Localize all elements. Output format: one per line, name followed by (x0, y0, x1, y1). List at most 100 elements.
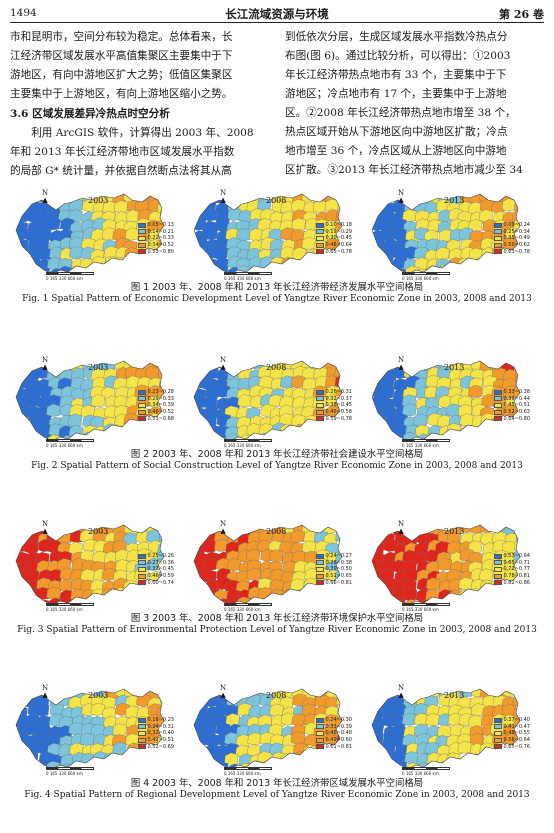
scale-bar-label: 0 165 330 660 km (402, 607, 439, 612)
map-panel-2013: N ▲ 2013 0.37~0.40 0.41~0.47 0.48~0.55 0.56~0.… (368, 685, 538, 780)
legend-swatch (138, 242, 146, 248)
map-region (401, 712, 417, 726)
map-region (16, 689, 29, 701)
legend-item: 0.63~0.78 (494, 248, 530, 255)
map-region (290, 432, 305, 441)
legend-label: 0.30~0.45 (325, 235, 352, 242)
legend-swatch (316, 389, 324, 395)
legend-label: 0.52~0.63 (503, 409, 530, 416)
scale-bar: 0 165 330 660 km (46, 272, 96, 282)
legend-item: 0.59~0.78 (316, 415, 352, 422)
map-region (157, 689, 164, 698)
text-line: 布图(图 6)。通过比较分析，可以得出：①2003 (285, 50, 511, 62)
map-region (513, 425, 520, 439)
text-line: 利用 ArcGIS 软件，计算得出 2003 年、2008 (31, 127, 254, 139)
scale-bar-label: 0 165 330 660 km (46, 607, 83, 612)
legend-label: 0.32~0.37 (325, 395, 352, 402)
map-region (337, 361, 342, 370)
legend-label: 0.16~0.23 (147, 717, 174, 724)
map-region (134, 751, 150, 765)
map-region (336, 760, 342, 769)
north-arrow-glyph: ▲ (42, 196, 48, 204)
map-region (372, 424, 387, 438)
map-region (324, 198, 340, 212)
map-region (27, 433, 42, 441)
legend-label: 0.65~0.78 (325, 248, 352, 255)
map-boundary (371, 193, 521, 275)
north-arrow-icon: N ▲ (398, 521, 404, 535)
scale-bar-label: 0 165 330 660 km (46, 771, 83, 776)
map-region (292, 589, 308, 603)
map-region (404, 525, 420, 534)
legend-swatch (138, 409, 146, 415)
map-region (405, 689, 420, 700)
map-legend: 0.23~0.28 0.29~0.33 0.34~0.39 0.40~0.52 0.53… (138, 389, 174, 422)
scale-bar-graphic (46, 603, 94, 606)
map-region (148, 760, 163, 769)
scale-bar-graphic (46, 439, 94, 442)
map-region (237, 525, 252, 537)
legend-swatch (494, 580, 502, 586)
map-boundary (15, 688, 165, 770)
map-region (126, 761, 141, 769)
legend-swatch (494, 553, 502, 559)
legend-swatch (494, 249, 502, 255)
north-label: N (398, 520, 405, 528)
scale-bar-graphic (402, 603, 450, 606)
map-legend: 0.26~0.31 0.32~0.37 0.38~0.45 0.46~0.58 0.59… (316, 389, 352, 422)
legend-item: 0.23~0.28 (138, 389, 174, 396)
map-region (379, 596, 395, 605)
map-region (301, 433, 316, 441)
legend-label: 0.09~0.24 (503, 222, 530, 229)
map-region (372, 597, 386, 605)
map-region (16, 525, 30, 535)
legend-item: 0.26~0.31 (316, 389, 352, 396)
map-region (334, 266, 342, 274)
journal-title: 长江流域资源与环境 (225, 7, 329, 21)
north-label: N (398, 189, 405, 197)
map-region (459, 760, 475, 769)
legend-swatch (316, 737, 324, 743)
map-region (515, 530, 520, 543)
map-region (226, 596, 241, 605)
map-boundary (371, 688, 521, 770)
map-region (515, 266, 520, 274)
legend-label: 0.51~0.65 (325, 573, 352, 580)
figure-caption-en: Fig. 1 Spatial Pattern of Economic Devel… (22, 294, 532, 304)
legend-item: 0.14~0.21 (138, 229, 174, 236)
map-region (194, 422, 210, 436)
legend-item: 0.40~0.52 (138, 409, 174, 416)
map-region (16, 596, 31, 605)
figure-caption-cn: 图 3 2003 年、2008 年和 2013 年长江经济带环境保护水平空间格局 (130, 613, 424, 624)
scale-bar: 0 165 330 660 km (224, 439, 274, 449)
map-region (323, 589, 339, 603)
map-region (312, 266, 327, 274)
text-line: 区。②2008 年长江经济带热点地市增至 38 个， (285, 107, 516, 119)
legend-label: 0.48~0.55 (503, 730, 530, 737)
map-region (481, 256, 497, 270)
legend-item: 0.66~0.81 (316, 579, 352, 586)
map-region (467, 426, 483, 440)
map-region (137, 265, 152, 274)
map-region (337, 194, 342, 206)
map-region (302, 258, 318, 272)
map-region (204, 432, 219, 441)
legend-item: 0.35~0.49 (494, 235, 530, 242)
legend-item: 0.65~0.71 (494, 560, 530, 567)
legend-item: 0.48~0.55 (494, 730, 530, 737)
legend-swatch (138, 222, 146, 228)
north-label: N (42, 684, 49, 692)
legend-label: 0.24~0.31 (147, 723, 174, 730)
scale-bar: 0 165 330 660 km (46, 603, 96, 613)
legend-label: 0.46~0.64 (325, 242, 352, 249)
legend-label: 0.25~0.34 (503, 228, 530, 235)
legend-swatch (138, 249, 146, 255)
map-region (514, 433, 520, 441)
map-boundary (15, 524, 165, 606)
map-region (372, 760, 384, 769)
legend-item: 0.65~0.76 (494, 743, 530, 750)
map-region (135, 589, 151, 602)
map-region (125, 209, 141, 223)
north-arrow-glyph: ▲ (398, 363, 404, 371)
legend-swatch (316, 242, 324, 248)
